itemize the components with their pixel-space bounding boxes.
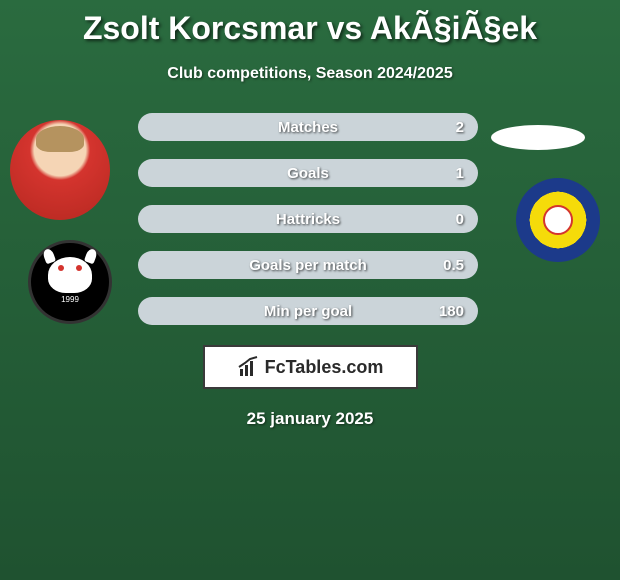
page-title: Zsolt Korcsmar vs AkÃ§iÃ§ek bbox=[0, 10, 620, 47]
brand-text: FcTables.com bbox=[265, 357, 384, 378]
stat-bar-goals-per-match: Goals per match 0.5 bbox=[138, 251, 478, 279]
club-logo-left: 1999 bbox=[28, 240, 112, 324]
stat-bar-min-per-goal: Min per goal 180 bbox=[138, 297, 478, 325]
stat-bars: Matches 2 Goals 1 Hattricks 0 Goals per … bbox=[138, 113, 478, 325]
stat-label: Goals per match bbox=[249, 257, 367, 274]
stat-label: Hattricks bbox=[276, 211, 340, 228]
stat-label: Matches bbox=[278, 119, 338, 136]
date-text: 25 january 2025 bbox=[0, 409, 620, 429]
stat-value: 1 bbox=[456, 165, 464, 182]
chart-icon bbox=[237, 355, 261, 379]
stat-label: Min per goal bbox=[264, 303, 352, 320]
stat-bar-goals: Goals 1 bbox=[138, 159, 478, 187]
club-logo-right bbox=[516, 178, 600, 262]
player-photo-right bbox=[491, 125, 585, 150]
stat-value: 0 bbox=[456, 211, 464, 228]
stat-value: 180 bbox=[439, 303, 464, 320]
stat-bar-matches: Matches 2 bbox=[138, 113, 478, 141]
stat-bar-hattricks: Hattricks 0 bbox=[138, 205, 478, 233]
brand-logo-box: FcTables.com bbox=[203, 345, 418, 389]
stat-value: 2 bbox=[456, 119, 464, 136]
page-subtitle: Club competitions, Season 2024/2025 bbox=[0, 65, 620, 83]
player-photo-left bbox=[10, 120, 110, 220]
club-year-left: 1999 bbox=[61, 295, 79, 304]
stat-value: 0.5 bbox=[443, 257, 464, 274]
stat-label: Goals bbox=[287, 165, 329, 182]
